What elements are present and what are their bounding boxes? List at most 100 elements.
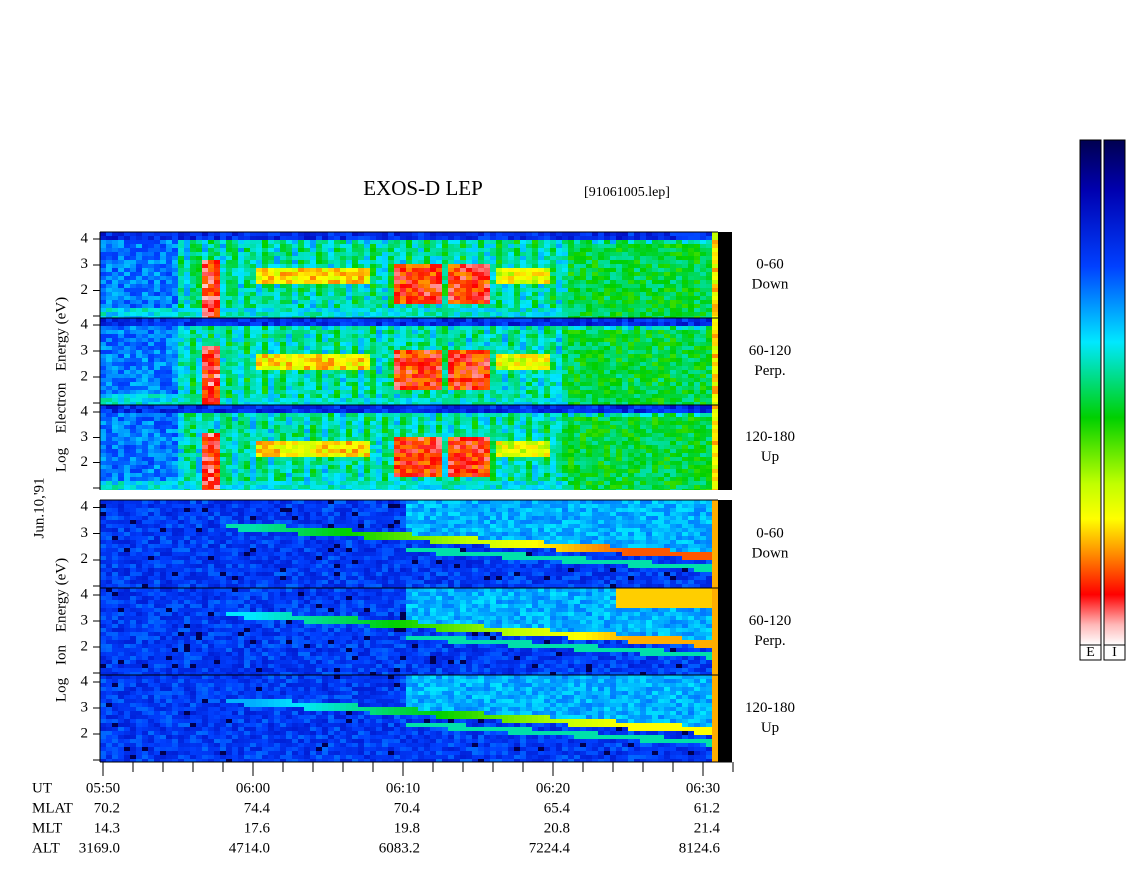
spectrogram-cell	[424, 256, 430, 260]
spectrogram-cell	[388, 338, 394, 342]
spectrogram-cell	[496, 370, 502, 374]
y-tick-label: 2	[81, 369, 89, 385]
spectrogram-cell	[304, 276, 310, 280]
spectrogram-cell	[388, 378, 394, 382]
spectrogram-cell	[610, 394, 616, 398]
spectrogram-cell	[262, 288, 268, 292]
spectrogram-cell	[514, 417, 520, 421]
spectrogram-cell	[106, 338, 112, 342]
spectrogram-cell	[364, 417, 370, 421]
spectrogram-cell	[454, 398, 460, 402]
spectrogram-cell	[220, 358, 226, 362]
spectrogram-cell	[304, 316, 310, 318]
spectrogram-cell	[550, 232, 556, 236]
spectrogram-cell	[712, 292, 718, 296]
spectrogram-cell	[532, 346, 538, 350]
spectrogram-cell	[448, 318, 454, 322]
spectrogram-cell	[322, 326, 328, 330]
spectrogram-cell	[658, 268, 664, 272]
spectrogram-cell	[172, 413, 178, 417]
spectrogram-cell	[268, 402, 274, 405]
spectrogram-cell	[610, 300, 616, 304]
spectrogram-cell	[406, 350, 412, 354]
spectrogram-cell	[472, 280, 478, 284]
spectrogram-cell	[178, 338, 184, 342]
spectrogram-cell	[334, 378, 340, 382]
spectrogram-cell	[190, 232, 196, 236]
spectrogram-cell	[298, 252, 304, 256]
spectrogram-cell	[448, 296, 454, 300]
spectrogram-cell	[358, 312, 364, 316]
spectrogram-cell	[244, 252, 250, 256]
spectrogram-cell	[274, 378, 280, 382]
spectrogram-cell	[220, 405, 226, 409]
spectrogram-cell	[490, 417, 496, 421]
spectrogram-cell	[508, 354, 514, 358]
spectrogram-cell	[574, 374, 580, 378]
spectrogram-cell	[496, 280, 502, 284]
spectrogram-cell	[616, 354, 622, 358]
spectrogram-cell	[550, 394, 556, 398]
spectrogram-cell	[556, 378, 562, 382]
spectrogram-cell	[490, 284, 496, 288]
spectrogram-cell	[376, 417, 382, 421]
spectrogram-cell	[562, 244, 568, 248]
spectrogram-cell	[376, 244, 382, 248]
spectrogram-cell	[220, 312, 226, 316]
spectrogram-cell	[664, 390, 670, 394]
spectrogram-cell	[670, 280, 676, 284]
spectrogram-cell	[352, 288, 358, 292]
spectrogram-cell	[322, 264, 328, 268]
spectrogram-cell	[544, 304, 550, 308]
spectrogram-cell	[382, 256, 388, 260]
spectrogram-cell	[148, 292, 154, 296]
spectrogram-cell	[184, 338, 190, 342]
spectrogram-cell	[382, 394, 388, 398]
spectrogram-cell	[412, 280, 418, 284]
spectrogram-cell	[484, 288, 490, 292]
spectrogram-cell	[304, 326, 310, 330]
spectrogram-cell	[376, 232, 382, 236]
spectrogram-cell	[364, 330, 370, 334]
spectrogram-cell	[196, 326, 202, 330]
spectrogram-cell	[412, 358, 418, 362]
spectrogram-cell	[640, 308, 646, 312]
spectrogram-cell	[214, 326, 220, 330]
spectrogram-cell	[262, 354, 268, 358]
spectrogram-cell	[358, 276, 364, 280]
spectrogram-cell	[298, 409, 304, 413]
spectrogram-cell	[556, 374, 562, 378]
spectrogram-cell	[196, 342, 202, 346]
spectrogram-cell	[118, 244, 124, 248]
spectrogram-cell	[490, 280, 496, 284]
spectrogram-cell	[688, 409, 694, 413]
spectrogram-cell	[484, 248, 490, 252]
spectrogram-cell	[466, 330, 472, 334]
spectrogram-cell	[172, 268, 178, 272]
spectrogram-cell	[508, 236, 514, 240]
spectrogram-cell	[250, 330, 256, 334]
spectrogram-cell	[376, 256, 382, 260]
spectrogram-cell	[190, 330, 196, 334]
spectrogram-cell	[700, 276, 706, 280]
spectrogram-cell	[268, 334, 274, 338]
spectrogram-cell	[604, 402, 610, 405]
spectrogram-cell	[382, 312, 388, 316]
spectrogram-cell	[220, 350, 226, 354]
spectrogram-cell	[106, 276, 112, 280]
spectrogram-cell	[538, 318, 544, 322]
spectrogram-cell	[184, 232, 190, 236]
spectrogram-cell	[502, 276, 508, 280]
spectrogram-cell	[448, 386, 454, 390]
spectrogram-cell	[244, 300, 250, 304]
spectrogram-cell	[172, 280, 178, 284]
spectrogram-cell	[652, 276, 658, 280]
spectrogram-cell	[196, 334, 202, 338]
spectrogram-cell	[298, 390, 304, 394]
spectrogram-cell	[454, 338, 460, 342]
spectrogram-cell	[448, 322, 454, 326]
spectrogram-cell	[562, 342, 568, 346]
spectrogram-cell	[328, 417, 334, 421]
spectrogram-cell	[688, 386, 694, 390]
spectrogram-cell	[262, 268, 268, 272]
